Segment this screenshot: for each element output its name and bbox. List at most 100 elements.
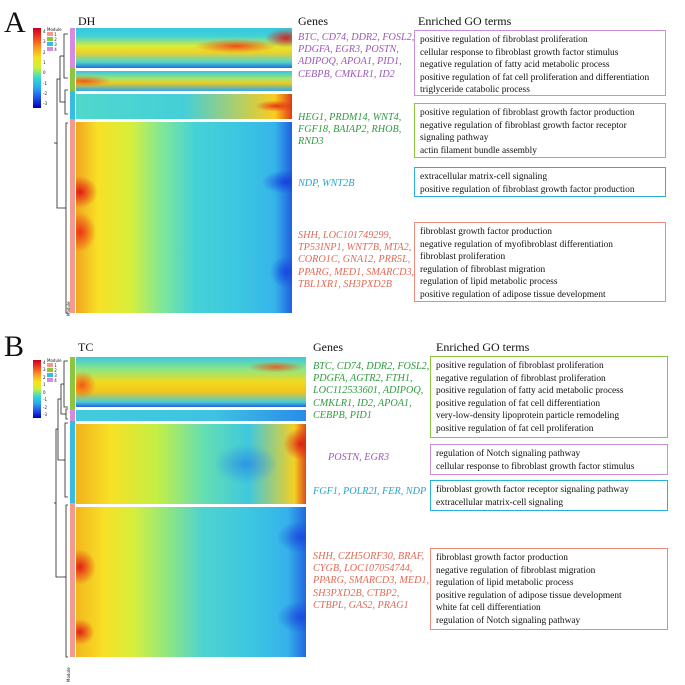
- panel-a-dendrogram: [54, 33, 68, 314]
- panel-b-go-box-module-1: positive regulation of fibroblast prolif…: [430, 356, 668, 438]
- panel-b-legend-gradient: [33, 360, 41, 418]
- panel-a-heatmap-module-3: [76, 94, 292, 119]
- gene-line: PDGFA, AGTR2, FTH1,: [313, 373, 413, 385]
- go-term: regulation of lipid metabolic process: [436, 578, 574, 588]
- gene-line: SH3PXD2B, CTBP2,: [313, 587, 400, 599]
- panel-a-heatmap-module-4: [76, 122, 292, 313]
- go-term: negative regulation of myofibroblast dif…: [420, 239, 613, 250]
- gene-line: RND3: [298, 136, 324, 148]
- panel-b-legend-tick: -1: [43, 397, 47, 402]
- panel-a-legend-tick: -3: [43, 101, 47, 106]
- panel-b-legend-tick: 1: [43, 382, 46, 387]
- go-term: cellular response to fibroblast growth f…: [420, 47, 619, 58]
- go-term: extracellular matrix-cell signaling: [420, 172, 548, 182]
- panel-a-legend-tick: 1: [43, 60, 46, 65]
- panel-b-heatmap: [76, 357, 306, 657]
- gene-line: FGF1, POLR2I, FER, NDP: [313, 486, 427, 497]
- go-term: negative regulation of fibroblast migrat…: [436, 565, 596, 576]
- gene-line: NDP, WNT2B: [298, 178, 355, 189]
- go-term: positive regulation of fibroblast prolif…: [436, 361, 604, 371]
- go-term: white fat cell differentiation: [436, 603, 541, 613]
- go-term: positive regulation of fat cell prolifer…: [420, 72, 650, 83]
- panel-a-heatmap-module-1: [76, 28, 292, 68]
- go-term: fibroblast growth factor production: [420, 227, 552, 237]
- gene-line: PPARG, MED1, SMARCD3,: [298, 266, 415, 278]
- panel-b-letter: B: [4, 330, 25, 363]
- panel-a-legend-tick: 0: [43, 70, 46, 75]
- panel-b-legend-tick: 3: [43, 367, 46, 372]
- panel-a-heatmap-module-2: [76, 71, 292, 91]
- module-legend-label: 3: [54, 42, 57, 47]
- panel-a-genes-header: Genes: [298, 14, 328, 28]
- go-term: regulation of Notch signaling pathway: [436, 615, 581, 626]
- module-legend-label: 3: [54, 373, 57, 378]
- module-legend-label: 4: [54, 378, 57, 383]
- gene-line: BTC, CD74, DDR2, FOSL2,: [298, 32, 415, 43]
- panel-b-go-box-module-4: fibroblast growth factor production nega…: [430, 548, 668, 630]
- gene-line: CYGB, LOC107054744,: [313, 563, 413, 575]
- panel-a-genes-module-4: SHH, LOC101749299, TP53INP1, WNT7B, MTA2…: [298, 230, 414, 291]
- panel-b-module-legend-title: Module: [47, 358, 62, 363]
- panel-b-genes-header: Genes: [313, 340, 343, 354]
- gene-line: PPARG, SMARCD3, MED1,: [313, 575, 430, 587]
- panel-a-legend-tick: 4: [43, 29, 46, 34]
- gene-line: FGF18, BAIAP2, RHOB,: [298, 124, 402, 136]
- go-term: extracellular matrix-cell signaling: [436, 497, 564, 508]
- panel-a-genes-module-1: BTC, CD74, DDR2, FOSL2, PDGFA, EGR3, POS…: [298, 32, 414, 81]
- gene-line: CTBPL, GAS2, PRAG1: [313, 599, 409, 611]
- gene-line: LOC112533601, ADIPOQ,: [313, 385, 424, 397]
- panel-b-heatmap-module-1: [76, 357, 306, 407]
- go-term: regulation of Notch signaling pathway: [436, 449, 581, 459]
- go-term: negative regulation of fibroblast prolif…: [436, 373, 606, 384]
- panel-a-legend-tick: 2: [43, 50, 46, 55]
- panel-b-legend-tick: -2: [43, 405, 47, 410]
- go-term: actin filament bundle assembly: [420, 145, 537, 156]
- panel-b-heatmap-module-2: [76, 410, 306, 421]
- go-term: positive regulation of adipose tissue de…: [436, 590, 622, 601]
- panel-a-legend-tick: 3: [43, 39, 46, 44]
- panel-b-heatmap-module-4: [76, 507, 306, 657]
- panel-b-dendrogram: [54, 360, 68, 658]
- gene-line: TBL1XR1, SH3PXD2B: [298, 278, 392, 290]
- go-term: positive regulation of fibroblast growth…: [420, 184, 635, 195]
- panel-b-module-legend: 1 2 3 4: [47, 363, 57, 383]
- panel-b-title: TC: [78, 340, 94, 354]
- panel-b-genes-module-4: SHH, CZH5ORF30, BRAF, CYGB, LOC107054744…: [313, 551, 429, 612]
- panel-b-heatmap-module-3: [76, 424, 306, 504]
- panel-a-module-legend-title: Module: [47, 27, 62, 32]
- go-term: negative regulation of fatty acid metabo…: [420, 60, 610, 70]
- go-term: regulation of lipid metabolic process: [420, 277, 558, 287]
- module-legend-label: 2: [54, 368, 57, 373]
- go-term: positive regulation of fat cell differen…: [436, 398, 601, 409]
- gene-line: PDGFA, EGR3, POSTN,: [298, 44, 399, 56]
- panel-b-legend-tick: -3: [43, 412, 47, 417]
- go-term: fibroblast proliferation: [420, 252, 506, 262]
- panel-a-go-box-module-4: fibroblast growth factor production nega…: [414, 222, 666, 302]
- panel-b-module-sidebar: [70, 357, 75, 657]
- panel-a-title: DH: [78, 14, 96, 28]
- go-term: regulation of fibroblast migration: [420, 264, 546, 275]
- module-legend-label: 1: [54, 363, 57, 368]
- panel-a-module-legend: 1 2 3 4: [47, 32, 57, 52]
- panel-a-module-axis-label: Module: [66, 301, 71, 316]
- go-term: very-low-density lipoprotein particle re…: [436, 411, 620, 421]
- go-term: positive regulation of fibroblast prolif…: [420, 35, 588, 45]
- panel-a-genes-module-2: HEG1, PRDM14, WNT4, FGF18, BAIAP2, RHOB,…: [298, 112, 401, 149]
- panel-b-legend-tick: 0: [43, 390, 46, 395]
- go-term: positive regulation of fibroblast growth…: [420, 108, 635, 118]
- go-term: triglyceride catabolic process: [420, 85, 530, 95]
- module-legend-label: 2: [54, 37, 57, 42]
- module-legend-label: 4: [54, 47, 57, 52]
- panel-b-genes-module-1: BTC, CD74, DDR2, FOSL2, PDGFA, AGTR2, FT…: [313, 361, 429, 422]
- go-term: cellular response to fibroblast growth f…: [436, 461, 635, 472]
- gene-line: CEBPB, PID1: [313, 409, 372, 421]
- panel-b-go-box-module-3: fibroblast growth factor receptor signal…: [430, 480, 668, 511]
- gene-line: HEG1, PRDM14, WNT4,: [298, 112, 402, 123]
- panel-a-heatmap: [76, 28, 292, 313]
- panel-a-go-box-module-1: positive regulation of fibroblast prolif…: [414, 30, 666, 96]
- gene-line: TP53INP1, WNT7B, MTA2,: [298, 242, 412, 254]
- panel-b-color-legend: 4 3 2 1 0 -1 -2 -3 Module 1 2 3 4: [33, 358, 73, 418]
- panel-a-legend-tick: -2: [43, 91, 47, 96]
- panel-a-legend-tick: -1: [43, 81, 47, 86]
- module-legend-label: 1: [54, 32, 57, 37]
